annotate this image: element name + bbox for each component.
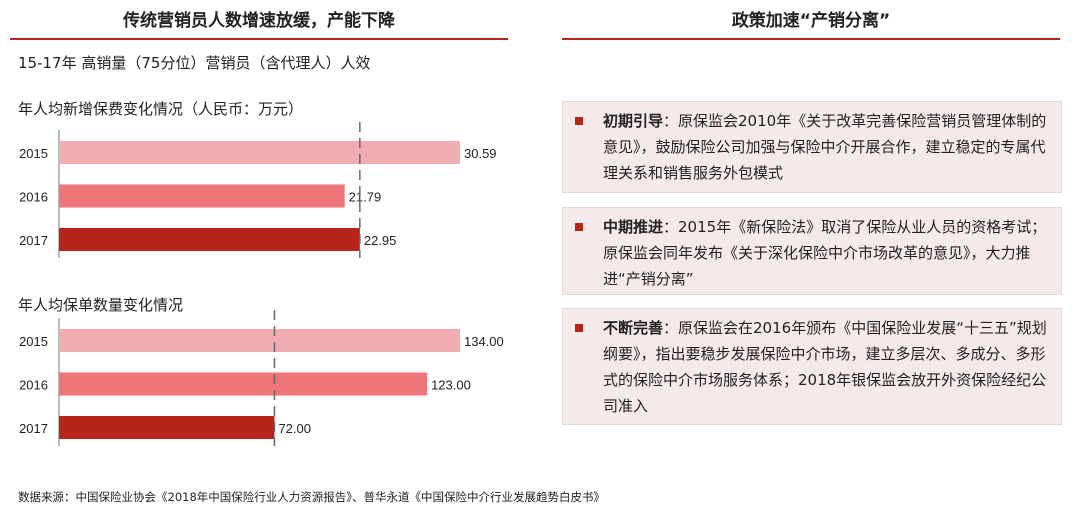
policy-text: ：原保监会在2016年颁布《中国保险业发展“十三五”规划纲要》，指出要稳步发展保… <box>603 319 1047 415</box>
category-label: 2016 <box>19 378 48 393</box>
bar-2017 <box>59 228 360 251</box>
policy-box: 不断完善：原保监会在2016年颁布《中国保险业发展“十三五”规划纲要》，指出要稳… <box>562 308 1062 425</box>
policy-head: 中期推进 <box>603 218 664 236</box>
policy-text: ：2015年《新保险法》取消了保险从业人员的资格考试；原保监会同年发布《关于深化… <box>603 218 1047 288</box>
data-label: 21.79 <box>349 190 382 205</box>
bar-charts: 2015 30.59 2016 21.79 2017 22.95 2015 134.00 201… <box>19 122 504 446</box>
chart1-title: 年人均新增保费变化情况（人民币：万元） <box>18 100 304 118</box>
category-label: 2017 <box>19 421 48 436</box>
left-subtitle: 15-17年 高销量（75分位）营销员（含代理人）人效 <box>18 54 371 72</box>
left-divider <box>10 38 508 40</box>
bullet-icon <box>575 223 583 231</box>
data-label: 123.00 <box>431 378 471 393</box>
policy-text: ：原保监会2010年《关于改革完善保险营销员管理体制的意见》，鼓励保险公司加强与… <box>603 112 1047 182</box>
bar-2016 <box>59 372 428 396</box>
chart2-title: 年人均保单数量变化情况 <box>18 296 184 314</box>
right-divider <box>562 38 1060 40</box>
right-title: 政策加速“产销分离” <box>731 11 891 31</box>
bar-2015 <box>59 329 460 352</box>
data-label: 72.00 <box>278 421 311 436</box>
bar-2015 <box>59 141 460 164</box>
footer-source: 数据来源：中国保险业协会《2018年中国保险行业人力资源报告》、普华永道《中国保… <box>18 490 606 504</box>
policy-head: 初期引导 <box>603 112 664 130</box>
policy-box: 初期引导：原保监会2010年《关于改革完善保险营销员管理体制的意见》，鼓励保险公… <box>562 101 1062 193</box>
category-label: 2015 <box>19 146 48 161</box>
bullet-icon <box>575 324 583 332</box>
data-label: 22.95 <box>364 233 397 248</box>
bullet-icon <box>575 117 583 125</box>
category-label: 2016 <box>19 190 48 205</box>
bar-2016 <box>59 184 345 208</box>
policy-head: 不断完善 <box>603 319 664 337</box>
bar-2017 <box>59 416 275 439</box>
category-label: 2015 <box>19 334 48 349</box>
category-label: 2017 <box>19 233 48 248</box>
data-label: 134.00 <box>464 334 504 349</box>
policy-box: 中期推进：2015年《新保险法》取消了保险从业人员的资格考试；原保监会同年发布《… <box>562 207 1062 295</box>
left-title: 传统营销员人数增速放缓，产能下降 <box>123 11 395 31</box>
data-label: 30.59 <box>464 146 497 161</box>
